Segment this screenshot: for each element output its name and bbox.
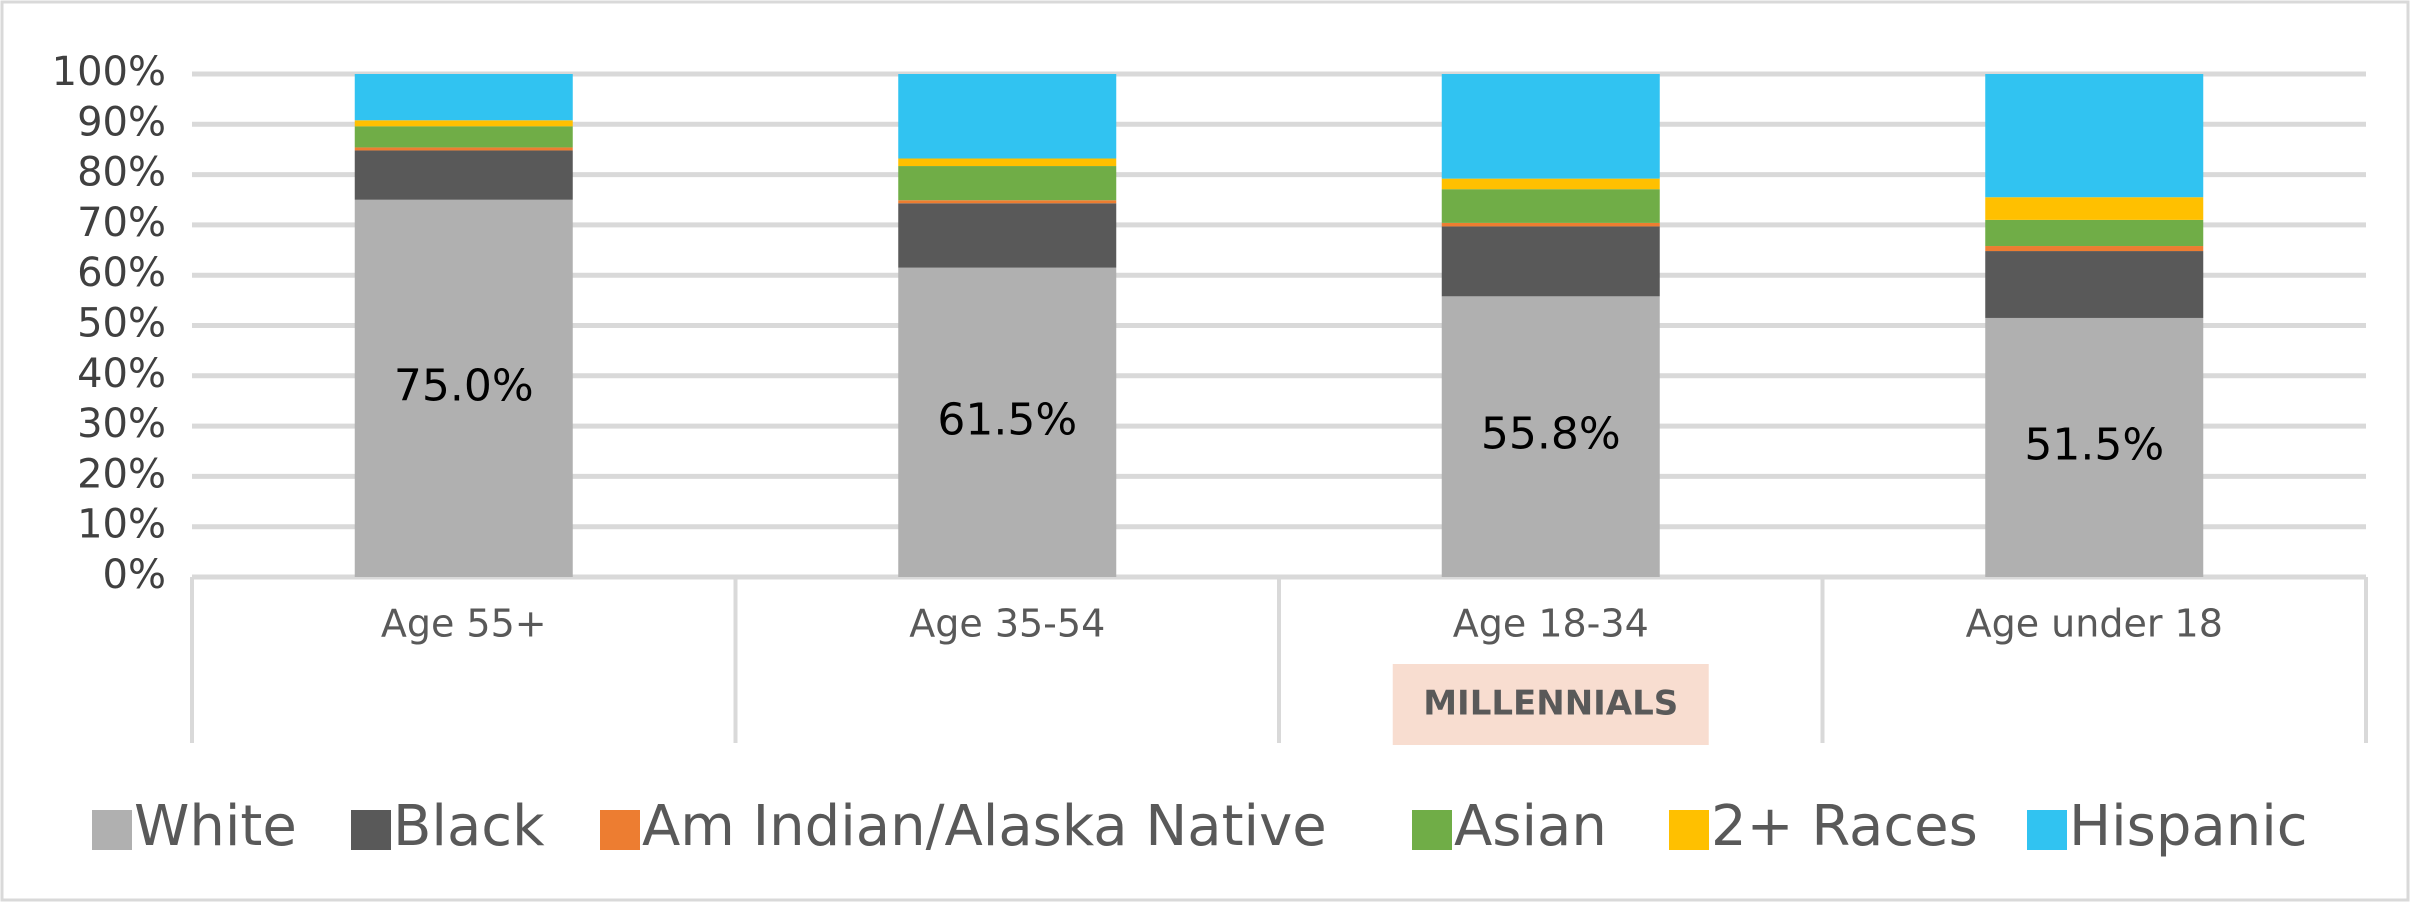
legend-swatch [351, 810, 391, 850]
annotation: MILLENNIALS [1423, 684, 1678, 724]
x-tick-label: Age under 18 [1966, 602, 2223, 646]
bar-segment [354, 150, 573, 200]
bar-segment [1441, 222, 1660, 227]
annotation-box [1392, 664, 1709, 745]
bar-segment [1985, 74, 2204, 198]
bar-segment [1985, 251, 2204, 318]
y-tick-label: 20% [77, 451, 166, 497]
bar-segment [898, 203, 1117, 268]
bar-segment [898, 166, 1117, 201]
legend-swatch [1669, 810, 1709, 850]
y-tick-label: 0% [103, 552, 166, 598]
bar-segment [898, 200, 1117, 204]
bar-segment [354, 74, 573, 121]
bar-segment [354, 147, 573, 151]
data-label: 55.8% [1481, 409, 1621, 460]
legend-label: Black [393, 794, 545, 859]
bar-segment [1441, 74, 1660, 179]
bar-segment [354, 126, 573, 148]
legend-label: 2+ Races [1711, 794, 1978, 859]
y-tick-label: 80% [77, 150, 166, 196]
bar-segment [898, 158, 1117, 167]
y-tick-label: 50% [77, 301, 166, 347]
y-tick-label: 10% [77, 502, 166, 548]
bar-segment [1985, 219, 2204, 247]
y-tick-label: 70% [77, 200, 166, 246]
legend-label: White [134, 794, 297, 859]
bar-segment [354, 199, 573, 577]
data-label: 51.5% [2024, 419, 2164, 470]
bar-segment [1985, 246, 2204, 252]
legend-label: Asian [1454, 794, 1607, 859]
bar-segment [1441, 226, 1660, 297]
bar-segment [354, 120, 573, 127]
bar-segment [1441, 189, 1660, 223]
x-tick-label: Age 35-54 [909, 602, 1105, 646]
y-tick-label: 40% [77, 351, 166, 397]
legend-swatch [92, 810, 132, 850]
y-tick-label: 30% [77, 401, 166, 447]
legend-swatch [2027, 810, 2067, 850]
y-tick-label: 90% [77, 99, 166, 145]
x-tick-label: Age 55+ [381, 602, 547, 646]
data-label: 75.0% [394, 360, 534, 411]
y-tick-label: 60% [77, 250, 166, 296]
data-label: 61.5% [937, 394, 1077, 445]
bar-segment [1985, 197, 2204, 220]
bar-segment [1985, 317, 2204, 577]
bar-segment [1441, 296, 1660, 577]
bar-segment [898, 267, 1117, 577]
legend-label: Hispanic [2069, 794, 2308, 859]
bar-segment [898, 74, 1117, 159]
legend-swatch [600, 810, 640, 850]
legend-swatch [1412, 810, 1452, 850]
legend-label: Am Indian/Alaska Native [642, 794, 1327, 859]
y-tick-label: 100% [52, 49, 166, 95]
bar-segment [1441, 178, 1660, 190]
x-tick-label: Age 18-34 [1453, 602, 1649, 646]
